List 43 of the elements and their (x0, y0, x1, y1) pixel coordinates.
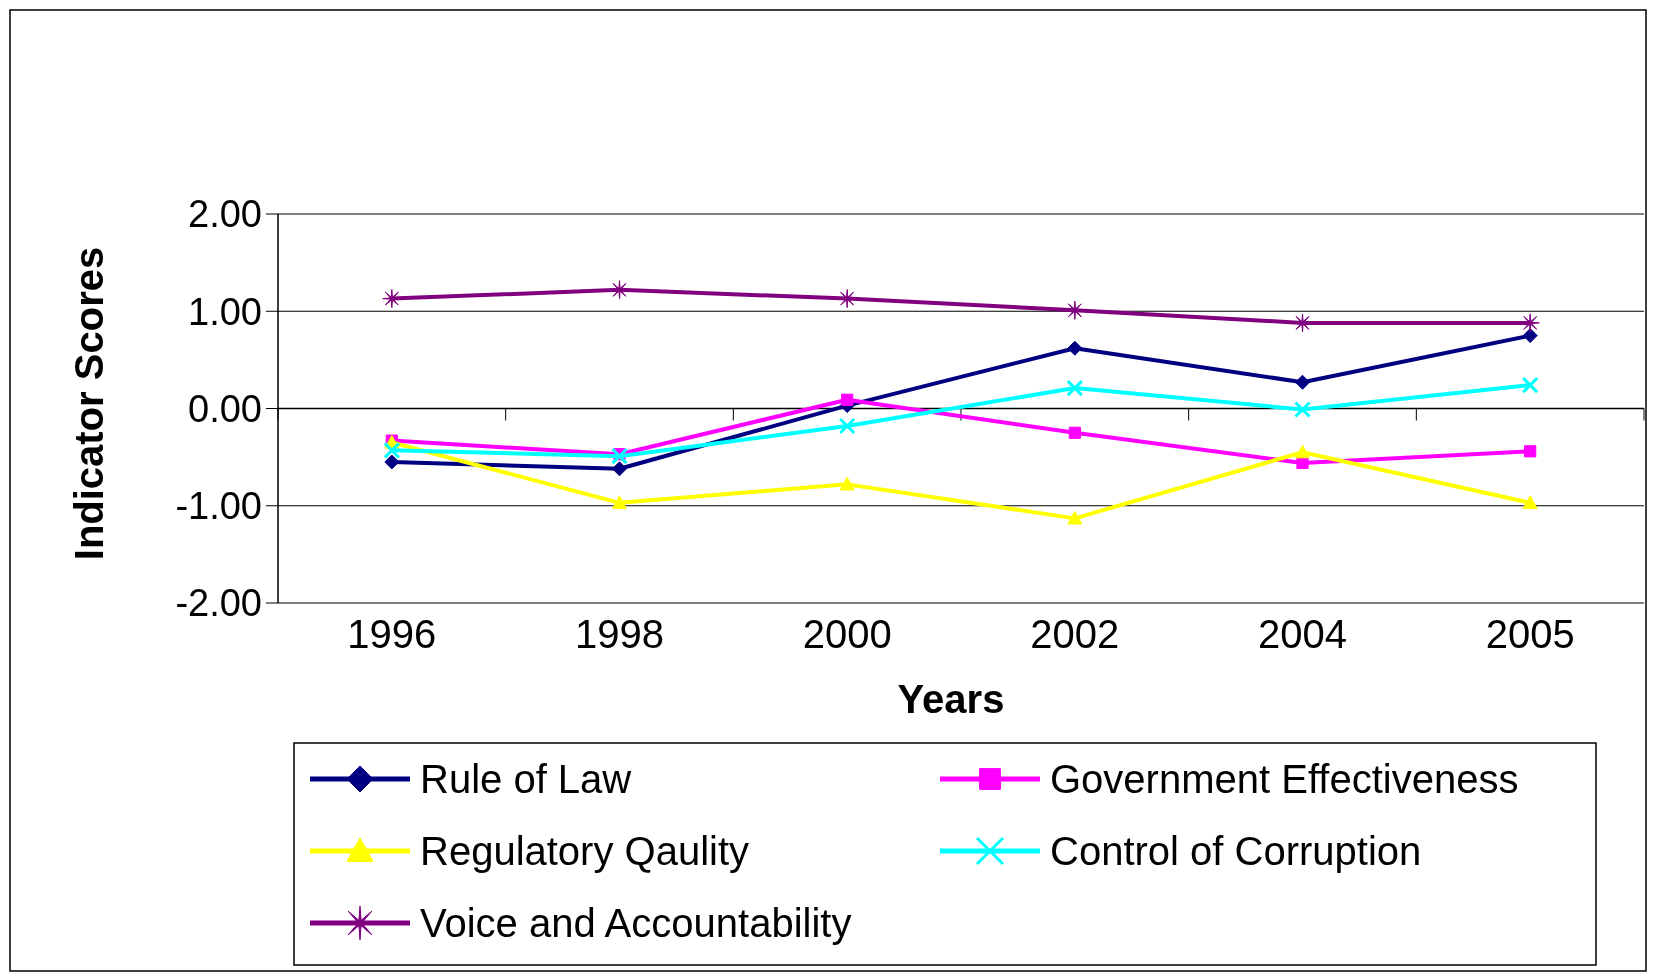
point (382, 289, 402, 309)
y-axis-title: Indicator Scores (67, 246, 111, 561)
point (1295, 444, 1310, 459)
point (1520, 313, 1540, 333)
y-tick-label: 0.00 (188, 387, 262, 430)
legend-label: Regulatory Qaulity (420, 829, 750, 873)
x-axis-title: Years (897, 677, 1005, 721)
x-tick-label: 2000 (802, 612, 892, 656)
point (839, 476, 855, 491)
point (1065, 300, 1085, 320)
point (1067, 510, 1083, 525)
legend-label: Government Effectiveness (1050, 757, 1519, 801)
legend-label: Control of Corruption (1050, 829, 1422, 873)
legend-label: Rule of Law (420, 757, 632, 801)
point (838, 417, 856, 435)
point (611, 447, 628, 465)
point (1067, 340, 1083, 356)
x-tick-label: 1998 (575, 612, 664, 656)
x-tick-label: 2002 (1030, 612, 1120, 656)
point (1522, 328, 1538, 344)
point (612, 495, 627, 509)
y-tick-label: -2.00 (175, 582, 262, 625)
point (1292, 313, 1313, 333)
point (1524, 445, 1537, 458)
point (1521, 376, 1539, 394)
point (1066, 379, 1084, 397)
legend-label: Voice and Accountability (420, 901, 852, 945)
point (837, 289, 857, 309)
point (1068, 426, 1081, 439)
point (612, 461, 627, 477)
y-tick-label: 2.00 (188, 193, 262, 236)
point (384, 454, 400, 470)
x-tick-label: 2004 (1258, 612, 1347, 656)
point (841, 393, 854, 406)
x-tick-label: 1996 (347, 612, 437, 656)
point (609, 280, 630, 300)
point (1295, 374, 1310, 390)
point (383, 441, 401, 459)
y-tick-label: -1.00 (175, 485, 262, 528)
point (1522, 495, 1538, 509)
point (1294, 400, 1311, 418)
y-tick-label: 1.00 (188, 290, 262, 333)
x-tick-label: 2005 (1485, 612, 1575, 656)
